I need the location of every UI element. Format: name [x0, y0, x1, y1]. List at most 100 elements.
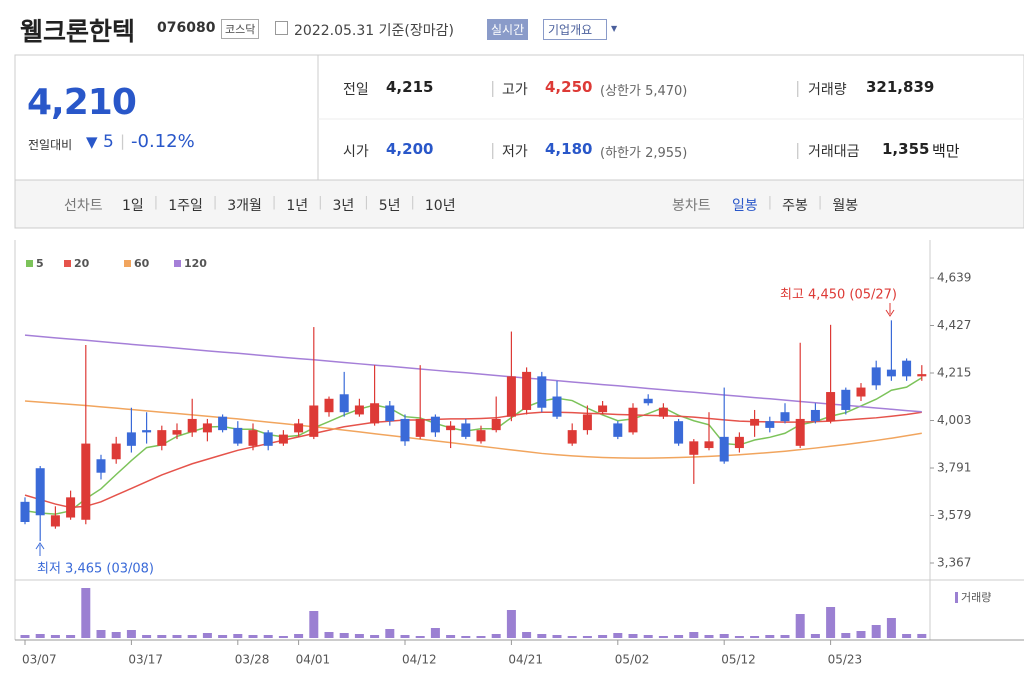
value: 321,839: [866, 78, 935, 96]
market: 코스닥: [221, 19, 260, 39]
candle-body: [385, 405, 395, 422]
candle-body: [537, 376, 547, 408]
candle-body: [917, 374, 927, 377]
candle-body: [142, 430, 152, 433]
volume-bar: [324, 632, 334, 638]
volume-bar: [522, 632, 532, 638]
y-tick-label: 4,639: [937, 271, 971, 285]
y-tick-label: 4,427: [937, 318, 971, 332]
volume-bar: [263, 635, 273, 638]
ma-line: [24, 377, 923, 515]
change-pct: -0.12%: [131, 131, 195, 152]
y-tick-label: 3,791: [937, 461, 971, 475]
candle-body: [476, 430, 486, 442]
separator: |: [153, 195, 159, 210]
candle-body: [582, 414, 592, 431]
separator: |: [767, 195, 773, 210]
volume-bar: [765, 635, 775, 638]
volume-bar: [339, 633, 349, 638]
candle-body: [552, 396, 562, 417]
arrow: [35, 542, 45, 550]
annotation: 최고 4,450 (05/27): [780, 288, 897, 303]
volume-bar: [142, 635, 152, 638]
volume-bar: [628, 634, 638, 638]
candle-body: [719, 436, 729, 462]
volume-bar: [658, 636, 668, 638]
date: 2022.05.31 기준(장마감): [294, 23, 454, 39]
candle-body: [172, 430, 182, 435]
volume-bar: [689, 632, 699, 638]
candle-body: [506, 376, 516, 417]
tab[interactable]: 10년: [424, 198, 456, 214]
tab[interactable]: 일봉: [732, 198, 758, 214]
ma-line: [24, 400, 922, 459]
candle-body: [324, 398, 334, 413]
overview[interactable]: 기업개요: [543, 19, 608, 40]
separator: |: [795, 140, 801, 159]
legend-swatch: [174, 260, 181, 267]
candle-body: [294, 423, 304, 433]
tab[interactable]: 1주일: [168, 198, 203, 214]
volume-bar: [506, 610, 516, 638]
candle-body: [567, 430, 577, 444]
volume-bar: [704, 635, 714, 638]
code: 076080: [157, 20, 216, 36]
candle-body: [780, 412, 790, 422]
volume-bar: [902, 634, 912, 638]
candle-body: [826, 392, 836, 422]
label: 저가: [502, 144, 528, 160]
tab[interactable]: 주봉: [782, 198, 808, 214]
quote-box: [14, 54, 1024, 181]
volume-bar: [795, 614, 805, 638]
candle-body: [66, 497, 76, 518]
candle-body: [446, 425, 456, 431]
candle-body: [354, 405, 364, 415]
volume-bar: [476, 636, 486, 638]
candle-body: [810, 409, 820, 422]
tab[interactable]: 3개월: [227, 198, 262, 214]
x-tick-label: 04/21: [508, 653, 543, 667]
calendar-icon: [275, 21, 288, 35]
candle-body: [704, 441, 714, 449]
candle-body: [522, 371, 532, 410]
tab[interactable]: 1년: [286, 198, 309, 214]
tab[interactable]: 월봉: [832, 198, 859, 214]
legend-swatch: [124, 260, 131, 267]
value: 4,215: [386, 78, 434, 96]
volume-bar: [719, 634, 729, 638]
volume-bar: [567, 636, 577, 638]
candle-body: [415, 418, 425, 437]
dropdown-icon: ▼: [611, 24, 618, 33]
candle-body: [81, 443, 91, 520]
tab[interactable]: 5년: [378, 198, 401, 214]
candle-body: [613, 423, 623, 437]
realtime[interactable]: 실시간: [487, 19, 529, 40]
volume-bar: [780, 635, 790, 638]
label: 거래량: [808, 82, 847, 98]
volume-bar: [582, 636, 592, 638]
legend-label: 60: [134, 257, 150, 270]
volume-bar: [96, 630, 106, 638]
separator: |: [795, 78, 801, 97]
volume-bar: [278, 636, 288, 638]
candle-body: [111, 443, 121, 460]
candle-body: [35, 468, 45, 516]
volume-bar: [446, 635, 456, 638]
volume-bar: [111, 632, 121, 638]
separator: |: [490, 140, 496, 159]
tab[interactable]: 1일: [122, 198, 144, 214]
candle-body: [765, 421, 775, 428]
candle-body: [689, 441, 699, 455]
candle-body: [96, 459, 106, 473]
volume-bar: [841, 633, 851, 638]
ma-line: [24, 411, 922, 509]
ma-line: [24, 334, 922, 413]
candle-body: [628, 407, 638, 433]
tab[interactable]: 3년: [332, 198, 355, 214]
candle-body: [50, 515, 60, 527]
y-tick-label: 3,579: [937, 508, 971, 522]
label: 전일: [343, 82, 369, 98]
candle-body: [643, 398, 653, 404]
candle-body: [430, 416, 440, 433]
